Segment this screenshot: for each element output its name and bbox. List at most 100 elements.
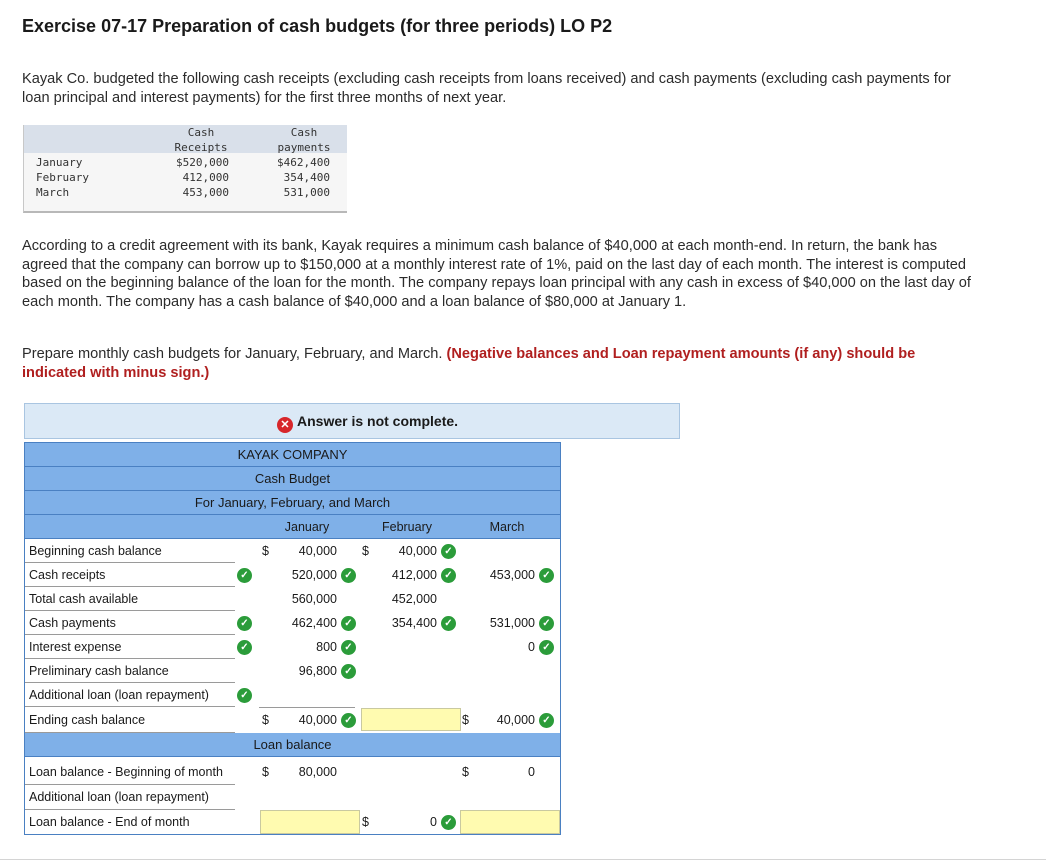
label-loan-beginning: Loan balance - Beginning of month (29, 765, 223, 779)
payments-header-line1: Cash (290, 126, 318, 139)
feb-interest-expense[interactable] (375, 635, 437, 659)
receipts-header-line1: Cash (187, 126, 215, 139)
check-circle-icon: ✓ (341, 616, 356, 631)
receipts-february: 412,000 (182, 171, 229, 184)
check-circle-icon: ✓ (441, 544, 456, 559)
label-interest-expense: Interest expense (29, 640, 122, 654)
mar-loan-end-input[interactable] (460, 810, 560, 834)
label-total-cash: Total cash available (29, 592, 139, 606)
row-receipts-label-box (25, 563, 235, 587)
jan-additional-loan[interactable] (275, 683, 337, 707)
receipts-january: $520,000 (176, 156, 229, 169)
label-beginning-cash: Beginning cash balance (29, 544, 162, 558)
receipts-march: 453,000 (182, 186, 229, 199)
answer-status-text: Answer is not complete. (297, 413, 459, 429)
answer-status-banner: ✕ Answer is not complete. (24, 403, 680, 439)
header-march: March (489, 520, 525, 534)
payments-march: 531,000 (283, 186, 330, 199)
feb-ending-cash-input[interactable] (361, 708, 461, 731)
mar-loan-beginning[interactable]: 0 (528, 765, 535, 779)
feb-additional-loan[interactable] (375, 683, 437, 707)
label-additional-loan: Additional loan (loan repayment) (29, 688, 209, 702)
check-circle-icon: ✓ (237, 640, 252, 655)
check-circle-icon: ✓ (441, 568, 456, 583)
agreement-text: According to a credit agreement with its… (22, 238, 971, 310)
mar-additional-loan[interactable] (473, 683, 535, 707)
check-circle-icon: ✓ (539, 713, 554, 728)
label-cash-payments: Cash payments (29, 616, 116, 630)
jan-loan-beginning[interactable]: 80,000 (298, 765, 337, 779)
row-ending-label-box (25, 707, 235, 733)
check-circle-icon: ✓ (441, 616, 456, 631)
company-name: KAYAK COMPANY (25, 443, 560, 467)
check-circle-icon: ✓ (237, 688, 252, 703)
check-circle-icon: ✓ (441, 815, 456, 830)
check-circle-icon: ✓ (237, 616, 252, 631)
page-title: Exercise 07-17 Preparation of cash budge… (22, 16, 613, 36)
page-bottom-divider (0, 859, 1046, 860)
jan-loan-additional[interactable] (275, 785, 337, 809)
mar-beginning-cash[interactable] (473, 539, 535, 563)
month-february: February (36, 171, 89, 184)
row-additional-label-box (25, 683, 235, 707)
feb-preliminary-cash[interactable] (375, 659, 437, 683)
row-beginning-label-box (25, 539, 235, 563)
check-circle-icon: ✓ (341, 640, 356, 655)
jan-total-cash[interactable]: 560,000 (291, 592, 337, 606)
row-total-label-box (25, 587, 235, 611)
given-header-band (24, 125, 347, 153)
feb-cash-payments[interactable]: 354,400 (391, 616, 437, 630)
mar-preliminary-cash[interactable] (473, 659, 535, 683)
jan-ending-topline (259, 707, 355, 708)
label-preliminary-cash: Preliminary cash balance (29, 664, 169, 678)
feb-total-cash[interactable]: 452,000 (391, 592, 437, 606)
feb-beginning-cash[interactable]: 40,000 (398, 544, 437, 558)
jan-ending-cash[interactable]: 40,000 (298, 713, 337, 727)
statement-period: For January, February, and March (25, 491, 560, 515)
cash-budget-worksheet: KAYAK COMPANY Cash Budget For January, F… (24, 442, 561, 835)
row-payments-label-box (25, 611, 235, 635)
jan-interest-expense[interactable]: 800 (316, 640, 337, 654)
dollar-jan-ending: $ (262, 713, 269, 727)
label-loan-end: Loan balance - End of month (29, 815, 190, 829)
dollar-jan-loan-beginning: $ (262, 765, 269, 779)
jan-cash-receipts[interactable]: 520,000 (291, 568, 337, 582)
feb-cash-receipts[interactable]: 412,000 (391, 568, 437, 582)
mar-interest-expense[interactable]: 0 (528, 640, 535, 654)
month-march: March (36, 186, 70, 199)
dollar-mar-ending: $ (462, 713, 469, 727)
month-january: January (36, 156, 83, 169)
mar-ending-cash[interactable]: 40,000 (496, 713, 535, 727)
jan-beginning-cash[interactable]: 40,000 (298, 544, 337, 558)
instruction-main: Prepare monthly cash budgets for January… (22, 346, 443, 362)
row-loan-additional-label-box (25, 785, 235, 810)
feb-loan-beginning[interactable] (375, 760, 437, 784)
row-preliminary-label-box (25, 659, 235, 683)
payments-january: $462,400 (277, 156, 330, 169)
check-circle-icon: ✓ (341, 713, 356, 728)
check-circle-icon: ✓ (341, 568, 356, 583)
jan-cash-payments[interactable]: 462,400 (291, 616, 337, 630)
payments-february: 354,400 (283, 171, 330, 184)
feb-loan-additional[interactable] (375, 785, 437, 809)
feb-loan-end[interactable]: 0 (430, 815, 437, 829)
loan-balance-heading: Loan balance (25, 733, 560, 757)
mar-loan-additional[interactable] (473, 785, 535, 809)
row-interest-label-box (25, 635, 235, 659)
dollar-jan-beginning: $ (262, 544, 269, 558)
jan-preliminary-cash[interactable]: 96,800 (298, 664, 337, 678)
jan-loan-end-input[interactable] (260, 810, 360, 834)
receipts-header-line2: Receipts (174, 141, 228, 154)
mar-total-cash[interactable] (473, 587, 535, 611)
mar-cash-receipts[interactable]: 453,000 (489, 568, 535, 582)
answer-status-message: ✕ Answer is not complete. (277, 413, 458, 433)
statement-heading: Cash Budget (25, 467, 560, 491)
check-circle-icon: ✓ (341, 664, 356, 679)
x-circle-icon: ✕ (277, 417, 293, 433)
payments-header-line2: payments (277, 141, 331, 154)
dollar-feb-loan-end: $ (362, 815, 369, 829)
row-loan-beginning-label-box (25, 759, 235, 785)
check-circle-icon: ✓ (539, 640, 554, 655)
label-loan-additional: Additional loan (loan repayment) (29, 790, 209, 804)
mar-cash-payments[interactable]: 531,000 (489, 616, 535, 630)
